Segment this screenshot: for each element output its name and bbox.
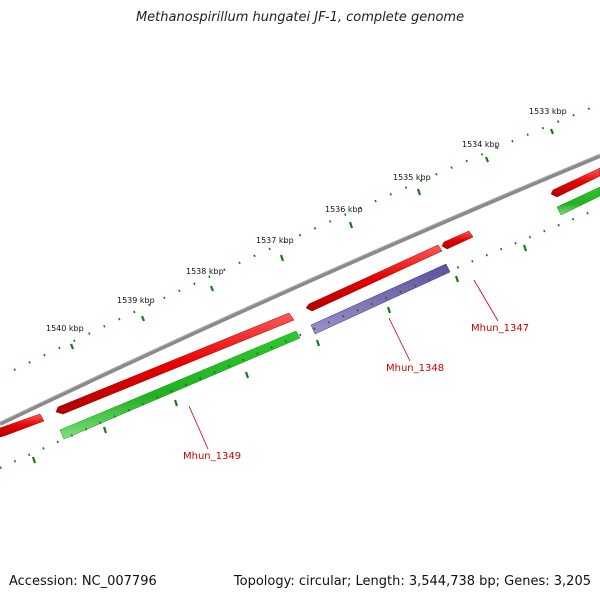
feature-red-1 bbox=[55, 312, 295, 415]
label-leaders bbox=[188, 279, 499, 450]
forward-features bbox=[0, 167, 600, 438]
cds-features bbox=[59, 186, 600, 440]
outer-major-ticks bbox=[69, 128, 555, 350]
gene-label-mhun-1349: Mhun_1349 bbox=[183, 451, 241, 462]
scale-label-1537: 1537 kbp bbox=[256, 236, 294, 245]
inner-major-ticks bbox=[31, 244, 528, 464]
feature-red-2 bbox=[305, 244, 443, 312]
scale-label-1533: 1533 kbp bbox=[529, 107, 567, 116]
genome-title: Methanospirillum hungatei JF-1, complete… bbox=[135, 10, 465, 25]
gene-label-mhun-1347: Mhun_1347 bbox=[471, 323, 529, 334]
scale-label-1538: 1538 kbp bbox=[186, 267, 224, 276]
feature-blue bbox=[310, 263, 451, 335]
genome-summary-text: Topology: circular; Length: 3,544,738 bp… bbox=[233, 574, 591, 589]
scale-label-1536: 1536 kbp bbox=[325, 205, 363, 214]
accession-text: Accession: NC_007796 bbox=[9, 574, 157, 589]
feature-red-3 bbox=[441, 230, 474, 250]
scale-label-1535: 1535 kbp bbox=[393, 173, 431, 182]
scale-label-1539: 1539 kbp bbox=[117, 296, 155, 305]
scale-label-1534: 1534 kbp bbox=[462, 140, 500, 149]
gene-label-mhun-1348: Mhun_1348 bbox=[386, 363, 444, 374]
feature-red-4 bbox=[550, 167, 600, 198]
cds-green-1 bbox=[556, 186, 600, 216]
feature-red-0 bbox=[0, 413, 45, 438]
scale-label-1540: 1540 kbp bbox=[46, 324, 84, 333]
genome-backbone bbox=[0, 154, 600, 426]
cds-green-0 bbox=[59, 330, 301, 440]
inner-scale-track bbox=[0, 206, 600, 470]
genome-backbone-highlight bbox=[0, 153, 600, 423]
